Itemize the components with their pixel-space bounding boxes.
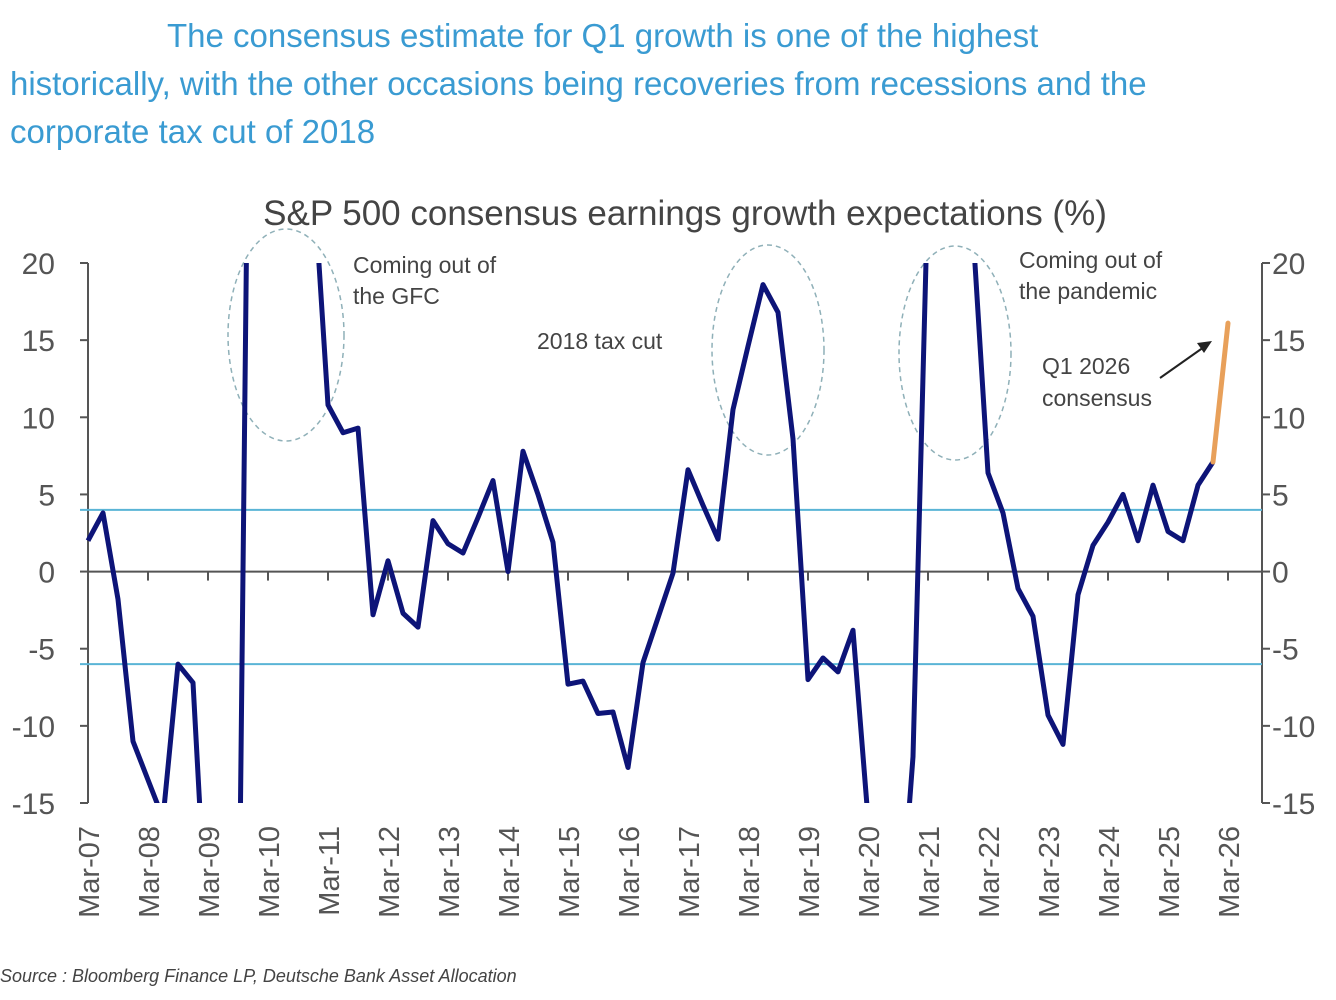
tax-cut-ellipse — [711, 244, 825, 456]
y-tick-label-right: -5 — [1272, 634, 1299, 667]
y-tick-label-right: 5 — [1272, 479, 1289, 512]
x-tick-label: Mar-16 — [614, 826, 646, 918]
y-tick-label-left: 10 — [22, 402, 55, 435]
consensus-line — [1210, 320, 1231, 465]
y-tick-label-left: -10 — [12, 711, 55, 744]
source-note: Source : Bloomberg Finance LP, Deutsche … — [0, 966, 517, 986]
y-tick-label-left: 5 — [38, 479, 55, 512]
highlight-ellipses — [227, 228, 1012, 461]
x-tick-label: Mar-26 — [1214, 826, 1246, 918]
x-tick-label: Mar-12 — [374, 826, 406, 918]
x-tick-label: Mar-23 — [1034, 826, 1066, 918]
x-tick-label: Mar-09 — [194, 826, 226, 918]
x-tick-label: Mar-11 — [314, 826, 346, 916]
y-tick-label-right: -10 — [1272, 711, 1315, 744]
headline-line: corporate tax cut of 2018 — [10, 113, 376, 150]
x-tick-label: Mar-18 — [734, 826, 766, 918]
x-tick-label: Mar-14 — [494, 826, 526, 918]
x-tick-label: Mar-25 — [1154, 826, 1186, 918]
x-tick-label: Mar-24 — [1094, 826, 1126, 918]
y-tick-label-left: -15 — [12, 788, 55, 821]
annotation-pandemic: Coming out of the pandemic — [1019, 247, 1169, 304]
y-tick-label-left: 0 — [38, 557, 55, 590]
earnings-growth-line — [85, 263, 1216, 803]
annotation-q1-2026: Q1 2026 consensus — [1042, 353, 1152, 411]
annotation-tax-cut: 2018 tax cut — [537, 328, 663, 354]
reference-lines — [80, 508, 1262, 666]
x-tick-label: Mar-17 — [674, 826, 706, 918]
y-tick-label-left: 20 — [22, 248, 55, 281]
headline: The consensus estimate for Q1 growth is … — [10, 12, 1330, 156]
x-tick-label: Mar-21 — [914, 826, 946, 918]
arrowhead-icon — [1197, 341, 1212, 353]
y-tick-label-right: 15 — [1272, 325, 1305, 358]
axes: 20 20 15 15 10 10 5 5 0 0 -5 -5 -10 -10 -15 -15 Mar-07 Ma… — [12, 248, 1316, 918]
annotation-gfc: Coming out of the GFC — [353, 252, 503, 309]
x-tick-label: Mar-22 — [974, 826, 1006, 918]
arrow-icon — [1159, 346, 1205, 379]
pandemic-ellipse — [898, 245, 1012, 461]
headline-line: historically, with the other occasions b… — [10, 65, 1147, 102]
x-tick-label: Mar-13 — [434, 826, 466, 918]
y-tick-label-right: 0 — [1272, 557, 1289, 590]
x-tick-label: Mar-08 — [134, 826, 166, 918]
y-tick-label-right: 20 — [1272, 248, 1305, 281]
annotations: Coming out of the GFC 2018 tax cut Comin… — [353, 247, 1212, 411]
headline-line: The consensus estimate for Q1 growth is … — [167, 17, 1039, 54]
x-tick-label: Mar-07 — [74, 826, 106, 918]
y-tick-label-left: 15 — [22, 325, 55, 358]
x-tick-label: Mar-19 — [794, 826, 826, 918]
y-tick-label-left: -5 — [28, 634, 55, 667]
x-tick-label: Mar-20 — [854, 826, 886, 918]
x-tick-label: Mar-10 — [254, 826, 286, 918]
series-lines — [85, 263, 1231, 803]
gfc-ellipse — [227, 228, 345, 442]
x-tick-label: Mar-15 — [554, 826, 586, 918]
y-tick-label-right: 10 — [1272, 402, 1305, 435]
chart-title: S&P 500 consensus earnings growth expect… — [263, 194, 1107, 233]
y-tick-label-right: -15 — [1272, 788, 1315, 821]
